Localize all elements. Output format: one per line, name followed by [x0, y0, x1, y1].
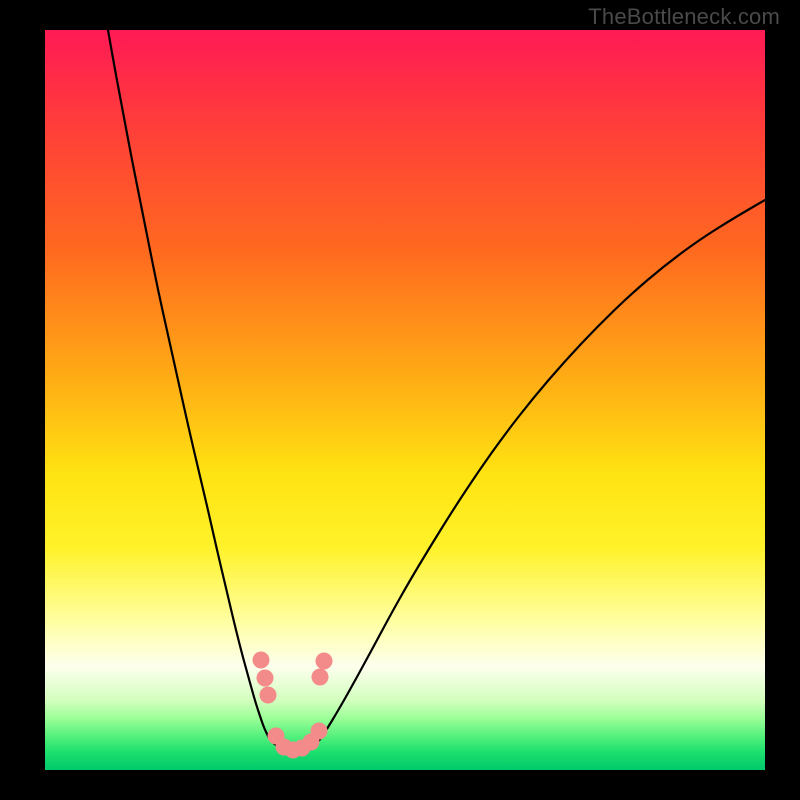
plot-background — [45, 30, 765, 770]
data-marker — [260, 687, 277, 704]
data-marker — [312, 669, 329, 686]
data-marker — [316, 653, 333, 670]
data-marker — [311, 723, 328, 740]
data-marker — [257, 670, 274, 687]
data-marker — [253, 652, 270, 669]
bottleneck-chart — [0, 0, 800, 800]
watermark-text: TheBottleneck.com — [588, 4, 780, 30]
